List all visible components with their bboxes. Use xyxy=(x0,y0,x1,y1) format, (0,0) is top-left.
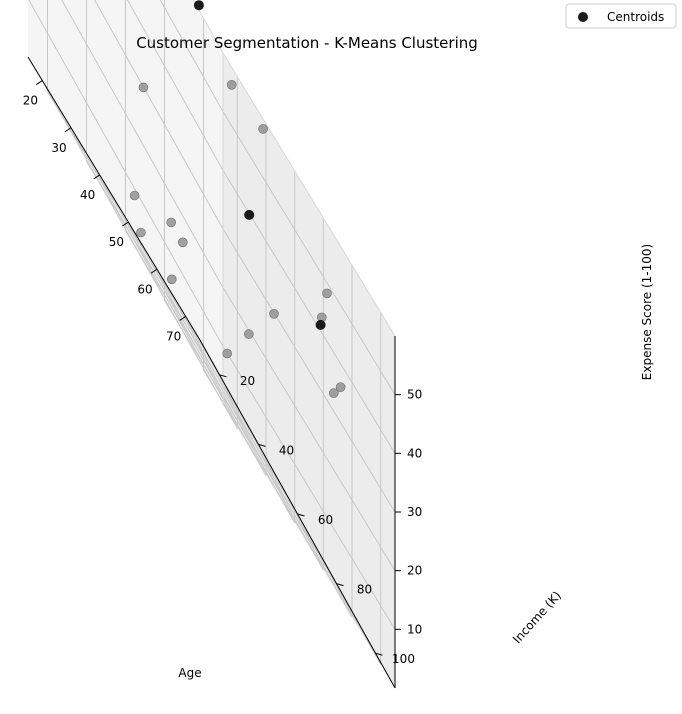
y-tick-label: 60 xyxy=(318,513,333,527)
z-tick-label: 30 xyxy=(407,505,422,519)
pane-edge xyxy=(222,52,396,337)
grid-line-z-left xyxy=(94,0,224,230)
z-tick-label: 20 xyxy=(407,564,422,578)
y-axis-label: Income (K) xyxy=(510,588,564,646)
data-points xyxy=(129,0,346,398)
grid-line-y-floor xyxy=(164,300,337,584)
x-tick-label: 50 xyxy=(109,235,124,249)
x-tick-label: 30 xyxy=(51,141,66,155)
y-tick-label: 100 xyxy=(392,652,415,666)
z-tick-label: 10 xyxy=(407,622,422,636)
grid-lines xyxy=(28,0,396,665)
grid-line-y-floor xyxy=(86,161,259,445)
customer-point xyxy=(222,348,232,359)
x-tick-mark xyxy=(179,316,186,321)
grid-line-z-back xyxy=(222,111,396,395)
grid-line-z-left xyxy=(126,0,224,171)
legend-box xyxy=(565,3,677,29)
centroid-point xyxy=(315,319,326,330)
customer-point xyxy=(226,80,237,90)
customer-point xyxy=(335,382,346,393)
x-tick-mark xyxy=(93,174,100,180)
customer-point xyxy=(328,388,339,398)
y-tick-label: 40 xyxy=(279,443,294,457)
y-tick-mark xyxy=(258,443,266,447)
y-tick-label: 80 xyxy=(357,583,372,597)
y-tick-mark xyxy=(336,583,344,587)
x-tick-mark xyxy=(150,268,158,274)
grid-line-y-floor xyxy=(47,91,220,376)
z-axis-label: Expense Score (1-100) xyxy=(640,244,654,380)
x-tick-mark xyxy=(64,127,72,133)
legend: Centroids xyxy=(565,3,677,29)
grid-line-y-floor xyxy=(203,369,376,654)
legend-marker xyxy=(578,12,588,22)
customer-point xyxy=(138,82,149,93)
z-tick-label: 40 xyxy=(407,446,422,460)
centroid-point xyxy=(193,0,204,11)
z-tick-label: 50 xyxy=(407,388,422,402)
y-tick-label: 20 xyxy=(240,374,255,388)
customer-point xyxy=(244,329,254,339)
customer-point xyxy=(129,190,140,201)
grid-line-z-left xyxy=(28,0,224,347)
x-axis-label: Age xyxy=(178,666,201,680)
x-tick-label: 40 xyxy=(80,188,95,202)
x-tick-mark xyxy=(122,221,129,227)
x-axis-line xyxy=(27,56,201,341)
customer-point xyxy=(258,124,268,134)
customer-point xyxy=(136,227,146,238)
y-tick-mark xyxy=(219,374,227,378)
x-tick-label: 20 xyxy=(23,94,38,108)
grid-line-z-back xyxy=(222,228,396,513)
chart-title: Customer Segmentation - K-Means Clusteri… xyxy=(136,34,478,52)
customer-point xyxy=(178,237,188,248)
customer-point xyxy=(322,288,332,299)
tick-labels: 20 30 40 50 60 70 20 40 60 80 100 10 20 30 40 50 xyxy=(23,80,422,666)
x-tick-mark xyxy=(36,80,43,85)
grid-line-z-back xyxy=(222,346,396,630)
legend-label-centroids: Centroids xyxy=(607,10,664,24)
grid-line-z-left xyxy=(61,0,224,288)
x-tick-label: 70 xyxy=(166,329,181,343)
y-tick-mark xyxy=(297,513,305,517)
grid-line-z-left xyxy=(159,0,224,112)
customer-point xyxy=(167,274,177,285)
centroid-point xyxy=(244,209,255,220)
customer-point xyxy=(269,308,279,319)
customer-point xyxy=(166,217,176,228)
x-tick-label: 60 xyxy=(137,282,152,296)
y-tick-mark xyxy=(375,652,383,656)
grid-line-y-floor xyxy=(125,230,298,515)
